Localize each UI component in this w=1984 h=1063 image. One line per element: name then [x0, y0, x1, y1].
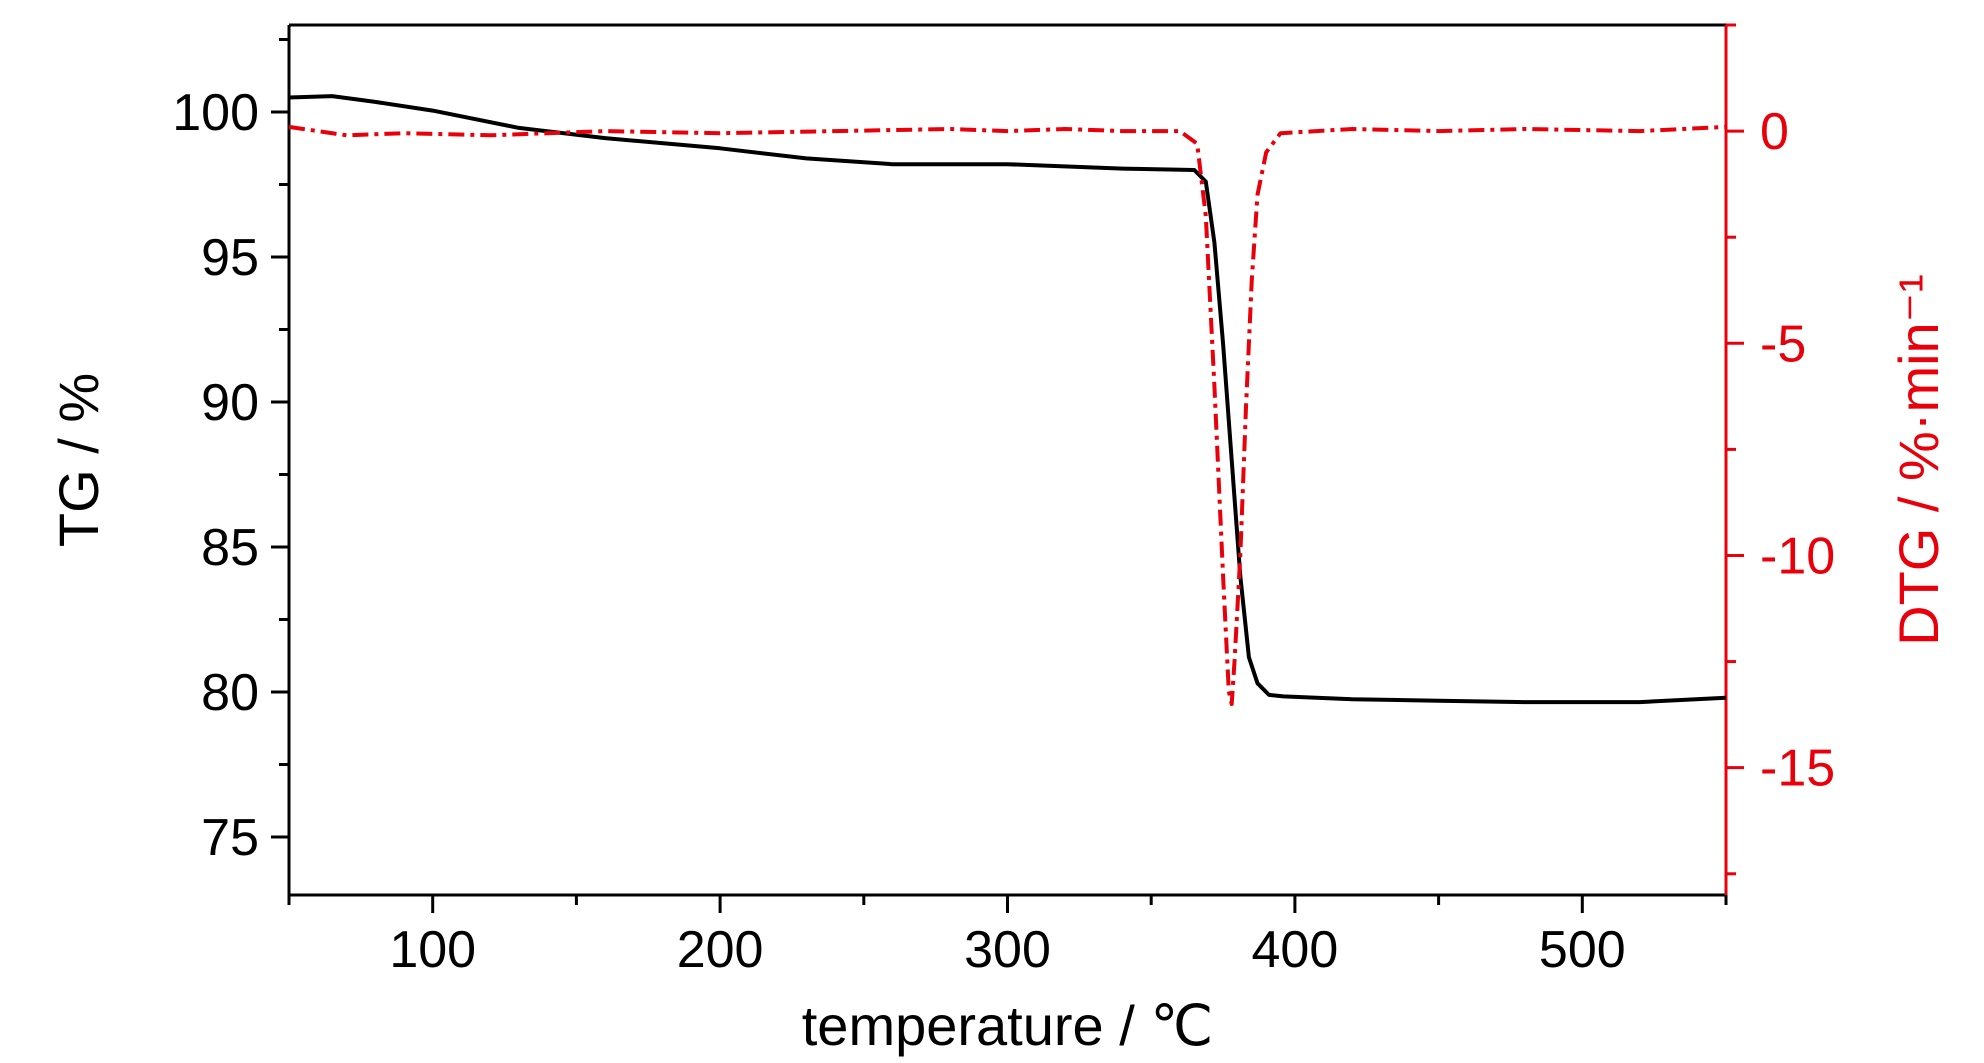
y2-tick-label: -10	[1760, 527, 1835, 585]
y-tick-label: 95	[201, 229, 259, 287]
y2-tick-label: 0	[1760, 103, 1789, 161]
tg-series-line	[288, 94, 1727, 705]
x-tick-label: 200	[677, 921, 764, 979]
y-tick-label: 85	[201, 519, 259, 577]
y-tick-label: 90	[201, 374, 259, 432]
y-tick-label: 80	[201, 664, 259, 722]
y-axis-label: TG / %	[47, 373, 110, 547]
x-tick-label: 100	[389, 921, 476, 979]
x-tick-label: 300	[964, 921, 1051, 979]
y2-tick-label: -5	[1760, 315, 1806, 373]
dtg-series-line	[288, 124, 1727, 706]
x-tick-label: 400	[1252, 921, 1339, 979]
y-tick-label: 75	[201, 809, 259, 867]
y2-tick-label: -15	[1760, 740, 1835, 798]
x-axis-label: temperature / ℃	[802, 994, 1214, 1057]
x-tick-label: 500	[1539, 921, 1626, 979]
y-tick-label: 100	[172, 84, 259, 142]
y2-axis-label: DTG / %·min⁻¹	[1887, 274, 1950, 646]
